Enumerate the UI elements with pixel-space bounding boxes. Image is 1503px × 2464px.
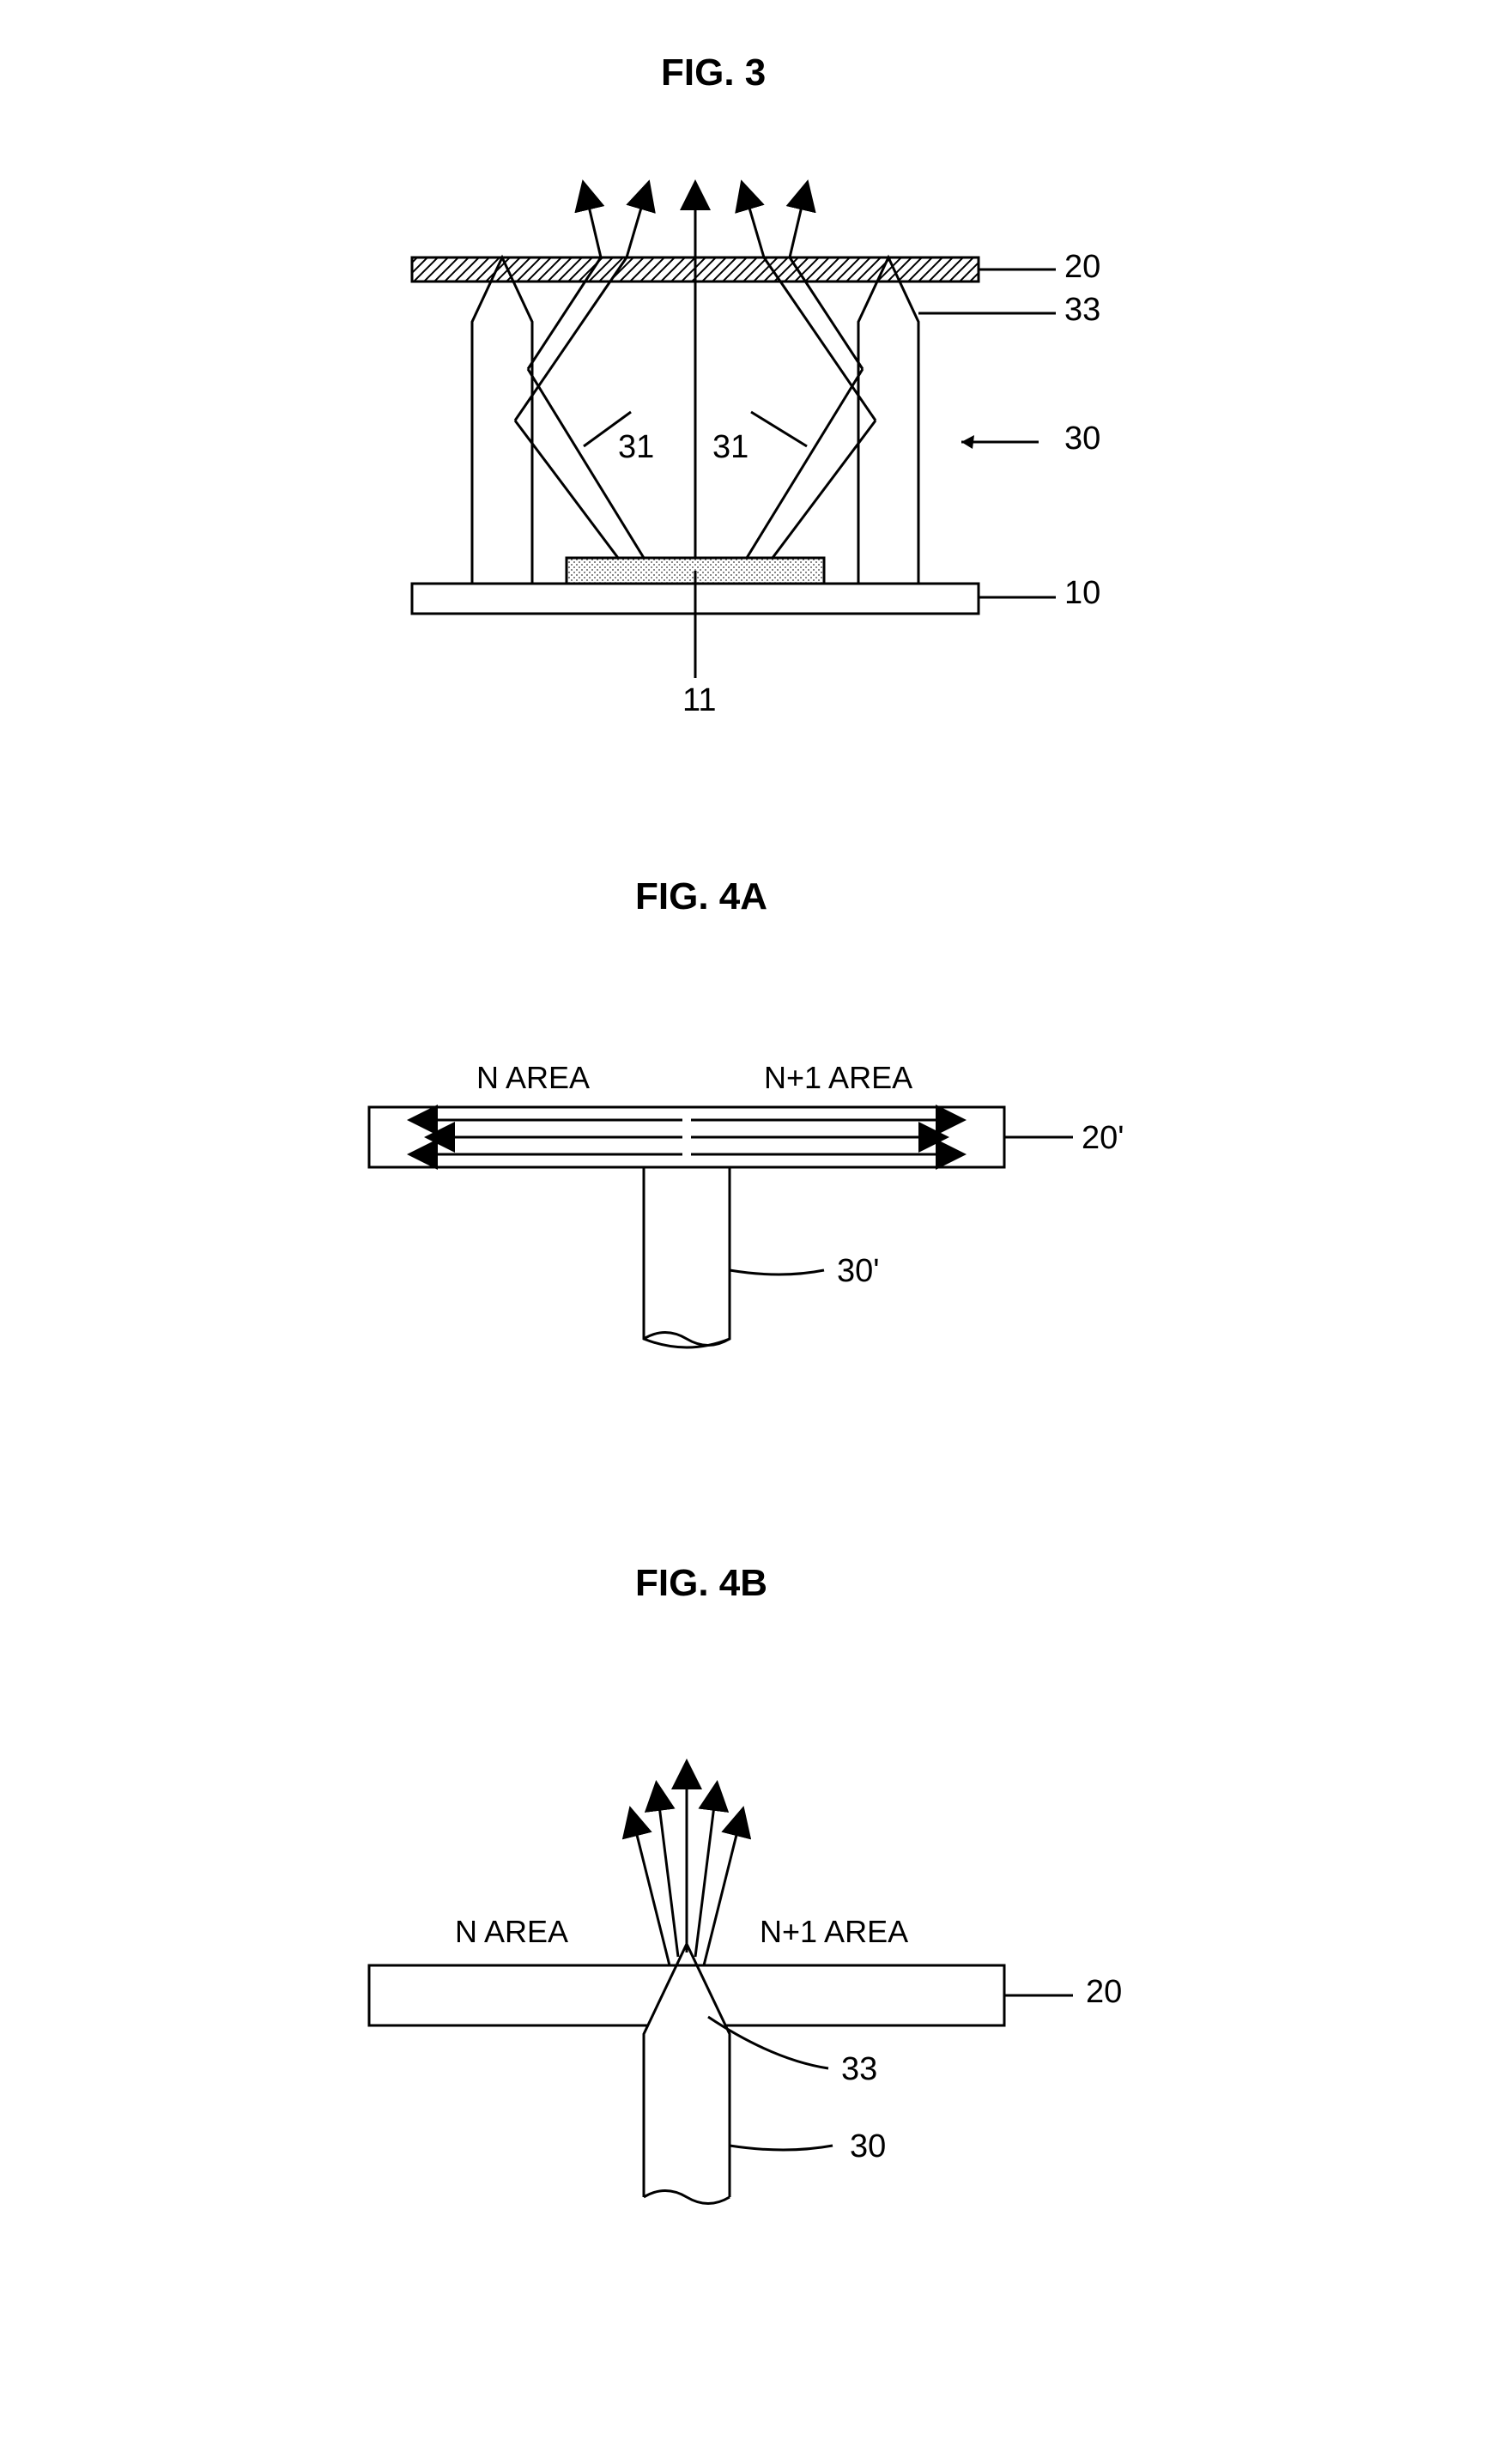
fig4a-title: FIG. 4A	[635, 875, 767, 918]
fig3-label-11: 11	[682, 682, 716, 719]
fig4a-label-30p: 30'	[837, 1253, 880, 1290]
fig4a-label-20p: 20'	[1082, 1120, 1124, 1157]
fig4a-n-area: N AREA	[476, 1060, 590, 1096]
fig4a-n1-area: N+1 AREA	[764, 1060, 912, 1096]
fig3-label-10: 10	[1064, 575, 1100, 612]
fig3-label-31a: 31	[618, 429, 654, 466]
fig3-label-20: 20	[1064, 249, 1100, 286]
fig3-title: FIG. 3	[661, 51, 766, 94]
fig4b-label-30: 30	[850, 2128, 886, 2165]
fig4b-n-area: N AREA	[455, 1914, 568, 1950]
fig4b-label-20: 20	[1086, 1974, 1122, 2011]
fig3-diagram	[343, 146, 1288, 747]
page: FIG. 3	[0, 0, 1503, 2464]
fig4b-label-33: 33	[841, 2051, 877, 2088]
fig3-label-31b: 31	[712, 429, 748, 466]
fig3-label-33: 33	[1064, 292, 1100, 329]
fig4b-n1-area: N+1 AREA	[760, 1914, 908, 1950]
fig3-label-30: 30	[1064, 421, 1100, 457]
fig4b-title: FIG. 4B	[635, 1562, 767, 1605]
